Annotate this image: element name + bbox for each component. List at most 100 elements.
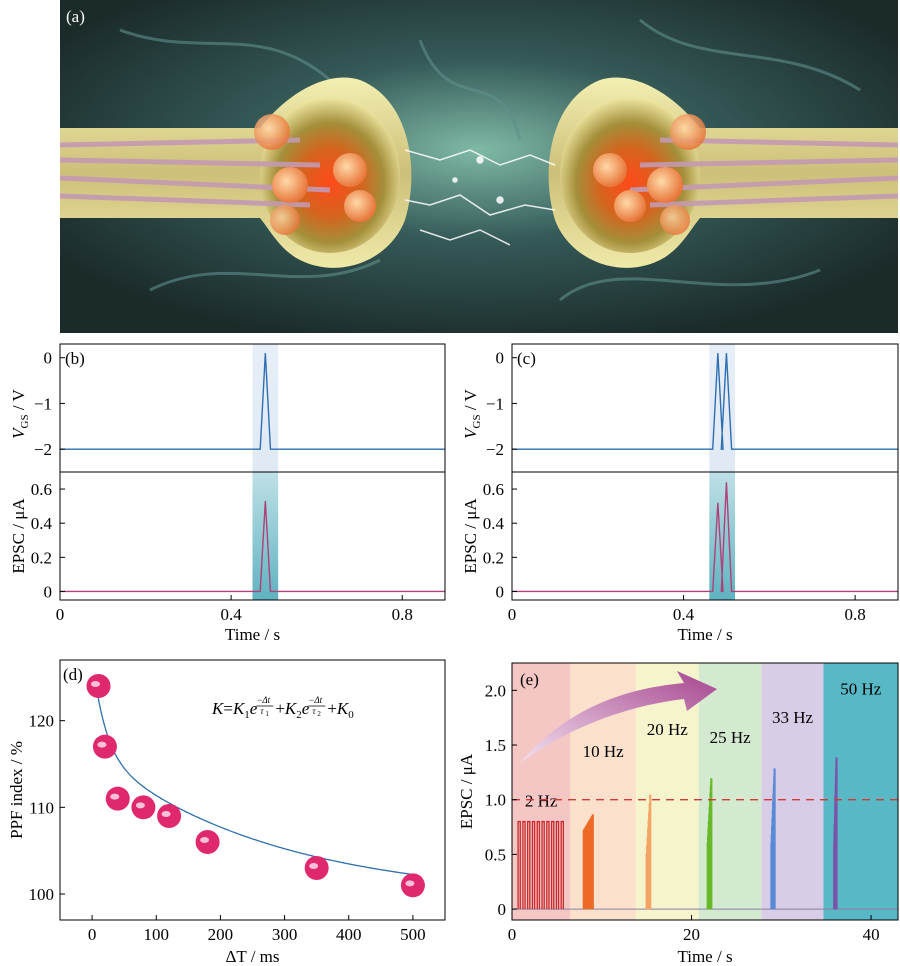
data-point (92, 734, 117, 759)
formula-part: + (275, 699, 285, 718)
y-axis-label-bottom: EPSC / μA (461, 498, 480, 574)
frequency-label: 25 Hz (710, 728, 752, 747)
pulse-train (833, 757, 838, 910)
data-point (304, 856, 329, 880)
y-axis-label-top: VGS / V (9, 388, 31, 438)
panel-a-illustration: (a) (59, 0, 899, 333)
data-point-highlight (110, 793, 120, 800)
panel-b: 0 −1 −2 0 0.2 0.4 0.6 0 0.4 0.8 Time / s VGS / V EPS… (9, 343, 446, 644)
xtick-label: 400 (336, 925, 362, 944)
pulse (517, 820, 521, 910)
pulse (536, 820, 541, 910)
formula-part: K (232, 699, 246, 718)
y-axis-label-top: VGS / V (461, 388, 483, 438)
xtick-label: 20 (683, 925, 700, 944)
ytick-label: 0.5 (485, 845, 506, 864)
pulse-train (582, 814, 594, 910)
pulse-train (645, 794, 652, 910)
ytick-label: 1.0 (485, 791, 506, 810)
xtick-label: 300 (272, 925, 298, 944)
xtick-label: 0.8 (844, 605, 865, 624)
y-axis-label: PPF index / % (7, 741, 26, 839)
increase-arrow (520, 671, 717, 763)
pulse (591, 814, 594, 910)
data-point (400, 873, 425, 898)
pulse (546, 820, 550, 910)
x-axis-label: Time / s (677, 625, 732, 644)
data-point-highlight (161, 811, 171, 817)
xtick-label: 0 (56, 605, 65, 624)
formula-part: τ (260, 706, 264, 716)
pulse (710, 778, 713, 910)
frequency-label: 10 Hz (583, 742, 625, 761)
data-point-highlight (405, 880, 415, 887)
right-axon-terminal (548, 77, 899, 268)
frequency-label: 20 Hz (647, 720, 689, 739)
formula-part: + (327, 699, 337, 718)
xtick-label: 0 (508, 605, 517, 624)
pulse (835, 757, 838, 910)
pulse (560, 820, 564, 910)
xtick-label: 200 (208, 925, 234, 944)
ytick-label: 110 (29, 798, 54, 817)
ytick-label: 120 (29, 712, 55, 731)
ytick-label: 100 (29, 885, 55, 904)
pulse (550, 820, 555, 910)
formula-part: 2 (317, 710, 321, 718)
x-axis-label: Time / s (225, 625, 280, 644)
x-axis-label: ΔT / ms (225, 947, 279, 966)
xtick-label: 500 (400, 925, 426, 944)
data-point-highlight (135, 802, 145, 809)
epsc-trace (512, 482, 898, 593)
xtick-label: 100 (144, 925, 170, 944)
axes-frame (511, 662, 899, 921)
formula-part: K (284, 699, 298, 718)
formula-part: 2 (296, 709, 302, 721)
frequency-label: 33 Hz (772, 708, 814, 727)
pulse (522, 820, 526, 910)
pulse (555, 820, 560, 910)
ytick-label: 0.2 (483, 548, 504, 567)
ytick-label: −1 (486, 394, 504, 413)
data-point-highlight (200, 837, 210, 843)
data-point (86, 674, 111, 698)
xtick-label: 0.4 (673, 605, 695, 624)
ytick-label: 0 (44, 349, 53, 368)
formula-part: 0 (348, 709, 354, 721)
ytick-label: 0.6 (31, 480, 52, 499)
panel-label: (d) (63, 665, 83, 684)
ytick-label: 0.2 (31, 548, 52, 567)
ytick-label: −1 (34, 394, 52, 413)
panel-label: (c) (517, 349, 536, 368)
ytick-label: 0 (496, 349, 505, 368)
pulse (773, 768, 776, 910)
formula-part: = (223, 699, 233, 718)
data-point (105, 786, 130, 811)
pulse-train (770, 768, 776, 910)
synaptic-sparks (404, 149, 556, 246)
xtick-label: 0.4 (220, 605, 242, 624)
data-point (131, 795, 156, 820)
formula-part: −Δt (256, 695, 270, 705)
pulse-train (517, 820, 564, 910)
panel-e: 2 Hz 10 Hz 20 Hz 25 Hz 33 Hz 50 Hz 0 20 40 0 0.5 1.… (457, 662, 899, 966)
xtick-label: 0 (88, 925, 97, 944)
ytick-label: 2.0 (485, 681, 506, 700)
frequency-label: 50 Hz (840, 680, 882, 699)
ytick-label: −2 (486, 440, 504, 459)
fit-formula: K = K 1 e −Δtτ 1 + K 2 e −Δtτ 2 + K 0 (211, 695, 354, 721)
formula-part: 1 (265, 710, 269, 718)
epsc-trace (60, 500, 445, 593)
formula-part: −Δt (308, 695, 322, 705)
frequency-label: 2 Hz (525, 791, 558, 810)
stimulus-window-top (709, 344, 736, 472)
data-point-highlight (91, 681, 100, 687)
vgs-trace (512, 353, 898, 450)
panel-label: (e) (520, 670, 539, 689)
ytick-label: 0 (44, 582, 53, 601)
formula-part: τ (312, 706, 316, 716)
ytick-label: 0.4 (483, 514, 505, 533)
formula-part: e (302, 699, 310, 718)
pulse (531, 820, 536, 910)
